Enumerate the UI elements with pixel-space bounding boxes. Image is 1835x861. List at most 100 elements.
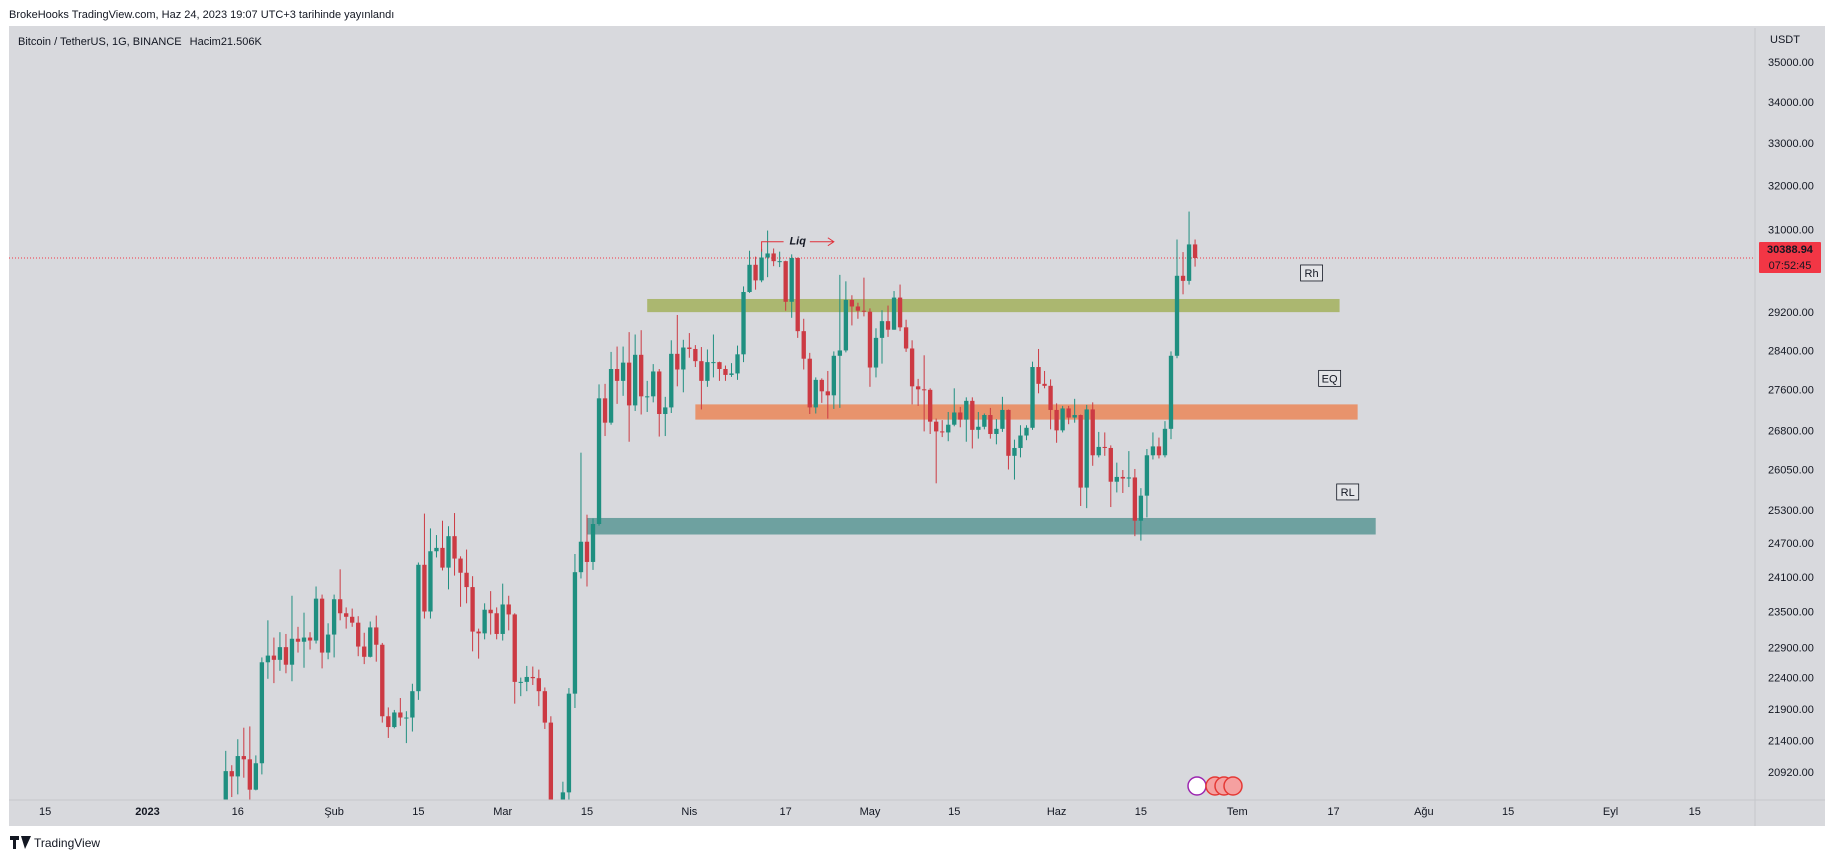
candle-body [1054,409,1059,431]
x-tick-label: 15 [948,806,960,818]
zone-label-box [1318,369,1342,387]
candle-body [855,306,861,311]
candle-body [452,536,457,559]
candle-body [717,362,722,370]
candle-body [416,564,421,692]
x-tick-label: 15 [412,806,424,818]
candle-body [1090,409,1095,456]
candle-body [470,587,475,632]
annotation-text: Liq [789,236,806,248]
candle-body [681,347,686,370]
candle-body [488,609,493,614]
candle-body [645,396,650,398]
y-tick-label: 26050.00 [1768,464,1814,476]
candle-body [1066,408,1071,418]
candle-body [235,756,240,777]
y-tick-label: 32000.00 [1768,181,1814,193]
candle-body [428,551,433,612]
candle-body [693,348,698,362]
currency: USDT [1770,34,1800,46]
zone-label: Rh [1305,268,1319,280]
candle-body [1132,477,1138,521]
x-tick-label: 15 [1689,806,1701,818]
candle-body [241,756,246,760]
candle-body [1072,415,1077,418]
candle-body [801,331,806,359]
y-tick-label: 24100.00 [1768,572,1814,584]
candle-body [783,261,788,302]
x-tick-label: 16 [232,806,244,818]
candle-body [337,599,343,614]
x-tick-label: Haz [1047,806,1067,818]
candle-body [1048,385,1053,410]
candle-body [759,257,764,281]
candle-body [1030,367,1035,428]
zone-label-box [1300,264,1323,282]
y-tick-label: 25300.00 [1768,505,1814,517]
candle-body [572,572,578,694]
candle-body [699,361,704,381]
event-icons [1187,776,1243,796]
publish-note: BrokeHooks TradingView.com, Haz 24, 2023… [9,9,394,21]
candle-body [819,379,824,392]
x-tick-label: Nis [681,806,697,818]
candle-body [927,389,933,422]
candle-body [374,627,379,645]
y-tick-label: 22900.00 [1768,642,1814,654]
candle-body [705,362,710,381]
candle-body [964,400,969,420]
candle-body [368,627,373,657]
candle-body [958,412,963,420]
candle-body [1060,408,1065,431]
candle-body [578,541,584,573]
candle-body [651,371,656,397]
candle-body [1192,244,1198,259]
candle-body [813,379,818,408]
candle-body [253,763,259,790]
candle-body [952,412,957,425]
candle-body [614,369,620,381]
candle-body [265,655,271,663]
candle-body [518,681,523,683]
x-tick-label: 15 [1502,806,1514,818]
candle-body [301,637,307,642]
y-tick-label: 26800.00 [1768,425,1814,437]
candle-body [1120,476,1125,479]
candle-body [608,369,614,423]
candle-body [753,264,758,281]
candle-body [1024,427,1029,436]
candle-body [602,398,608,423]
candle-body [536,678,541,692]
candle-body [873,337,879,368]
y-tick-label: 33000.00 [1768,138,1814,150]
candle-body [506,604,511,615]
candle-body [458,558,463,573]
candle-body [675,353,680,370]
candle-body [223,771,228,800]
candle-body [350,616,355,623]
candle-body [897,297,903,328]
candle-body [849,299,855,307]
y-tick-label: 34000.00 [1768,97,1814,109]
x-tick-label: Tem [1227,806,1248,818]
candle-body [1102,446,1107,448]
candle-body [464,572,469,588]
candle-body [1078,415,1083,488]
candle-body [946,424,951,433]
candle-body [247,759,252,790]
candle-body [747,264,752,292]
y-tick-label: 21900.00 [1768,704,1814,716]
y-tick-label: 27600.00 [1768,385,1814,397]
candle-body [976,426,981,430]
candle-body [560,792,566,800]
y-tick-label: 35000.00 [1768,57,1814,69]
candle-body [940,431,945,433]
candle-body [362,646,367,657]
candle-body [1174,275,1180,356]
candle-body [729,373,734,375]
candle-body [482,609,487,634]
candle-body [343,613,349,617]
candle-body [410,691,415,718]
y-tick-label: 28400.00 [1768,345,1814,357]
x-tick-label: Şub [324,806,344,818]
